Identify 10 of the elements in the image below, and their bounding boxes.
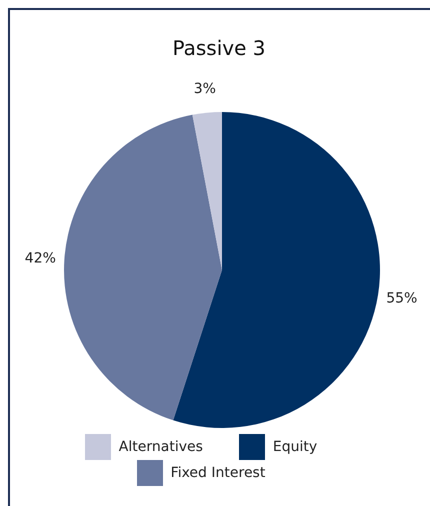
legend-label: Equity: [272, 438, 318, 455]
legend-label: Fixed Interest: [170, 464, 266, 481]
legend-label: Alternatives: [118, 438, 203, 455]
chart-title: Passive 3: [171, 36, 267, 60]
pie-slice: [173, 112, 380, 428]
pie-slice: [64, 114, 222, 420]
data-label: 42%: [24, 250, 56, 267]
data-label: 3%: [194, 80, 216, 97]
data-label: 55%: [386, 290, 418, 306]
pie-slice: [192, 112, 222, 270]
